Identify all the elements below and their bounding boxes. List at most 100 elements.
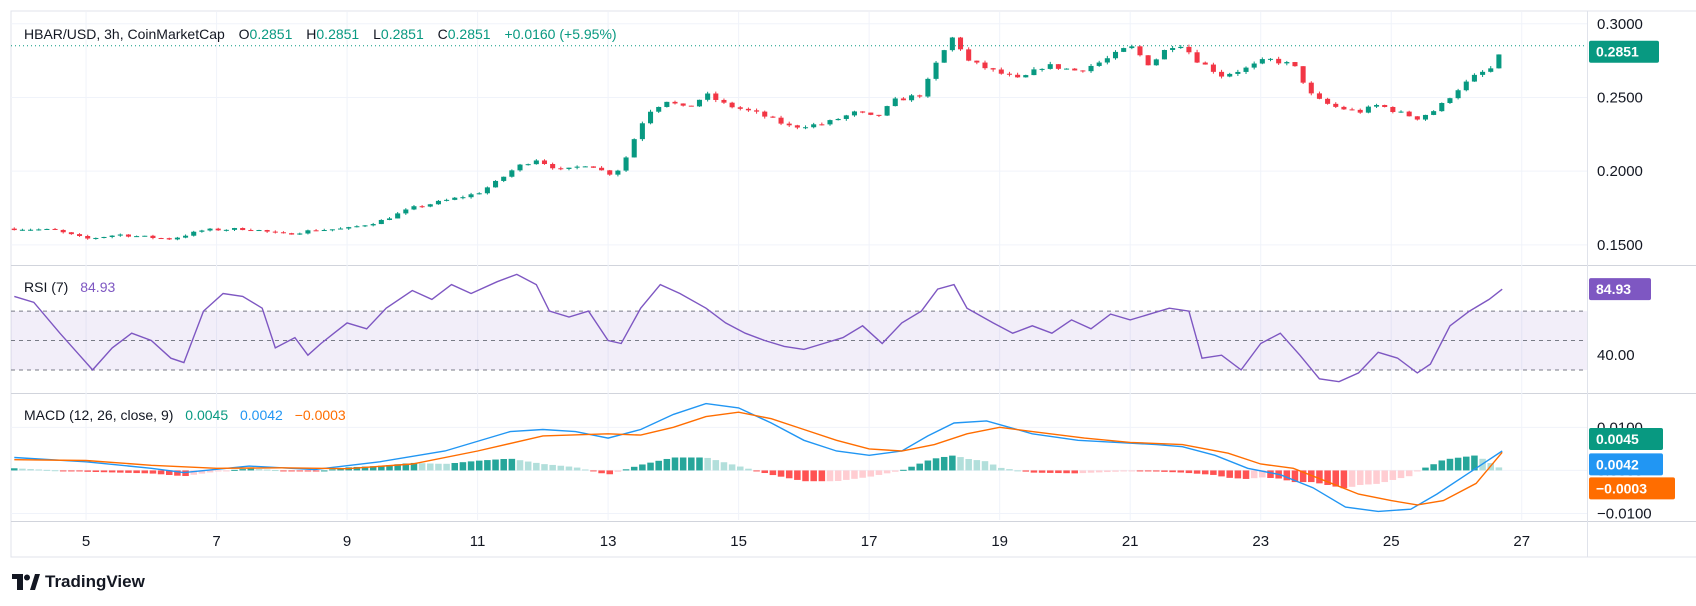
macd-histogram-bar <box>378 465 385 471</box>
time-axis[interactable]: 5 7 9 11 13 15 17 19 21 23 25 27 <box>82 533 1530 550</box>
rsi-title: RSI (7) <box>24 279 68 295</box>
macd-histogram-bar <box>1055 470 1062 474</box>
candle-body <box>1398 111 1404 113</box>
x-tick-label: 27 <box>1513 533 1530 550</box>
candle-body <box>696 99 703 107</box>
macd-histogram-bar <box>157 470 165 475</box>
macd-histogram-bar <box>533 462 540 471</box>
macd-histogram-bar <box>557 465 565 471</box>
macd-histogram-bar <box>794 470 801 480</box>
candle-body <box>990 68 996 70</box>
hist-value: −0.0003 <box>295 407 346 423</box>
macd-histogram-bar <box>802 470 809 482</box>
macd-histogram-bar <box>1454 457 1462 471</box>
macd-histogram-bar <box>606 470 614 475</box>
macd-histogram-bar <box>973 460 981 471</box>
candle-body <box>1072 68 1078 71</box>
candle-body <box>19 229 25 231</box>
macd-histogram-bar <box>108 470 116 473</box>
candle-body <box>1382 105 1388 107</box>
macd-histogram-bar <box>1373 470 1380 484</box>
price-tick-label: 0.2500 <box>1597 89 1643 106</box>
macd-histogram-bar <box>769 470 777 476</box>
rsi-tick-label: 40.00 <box>1597 347 1635 364</box>
tradingview-logo-text: TradingView <box>45 572 145 591</box>
candle-body <box>1259 59 1265 64</box>
candle-body <box>770 116 776 118</box>
candle-body <box>729 102 735 108</box>
macd-histogram-bar <box>1161 470 1168 472</box>
candle-body <box>1267 58 1274 60</box>
macd-histogram-bar <box>1316 470 1323 484</box>
macd-histogram-bar <box>1153 470 1160 472</box>
macd-pane[interactable] <box>11 402 1503 513</box>
candle-body <box>1031 69 1037 76</box>
low-key: L <box>373 26 381 42</box>
macd-histogram-bar <box>100 470 108 473</box>
candle-body <box>1251 63 1257 68</box>
last-price-badge: 0.2851 <box>1589 40 1659 63</box>
macd-histogram-bar <box>198 470 206 474</box>
candle-body <box>321 230 327 232</box>
candle-body <box>207 228 213 231</box>
macd-histogram-bar <box>663 458 671 471</box>
candle-body <box>158 238 164 240</box>
macd-histogram-bar <box>679 457 687 471</box>
candle-body <box>1064 68 1070 70</box>
candle-body <box>1153 59 1159 66</box>
chart-frame <box>10 10 1696 558</box>
macd-histogram-bar <box>1267 470 1274 478</box>
macd-histogram-bar <box>369 466 377 471</box>
macd-histogram-bar <box>1405 470 1413 477</box>
candle-body <box>811 124 817 128</box>
macd-histogram-bar <box>35 469 42 471</box>
candle-body <box>166 238 172 240</box>
price-tick-label: 0.3000 <box>1597 16 1643 33</box>
candle-body <box>648 111 654 124</box>
candle-body <box>378 219 384 225</box>
candle-body <box>672 101 678 104</box>
candle-body <box>313 230 319 232</box>
macd-histogram-bar <box>932 458 940 471</box>
signal-badge-text: 0.0042 <box>1596 456 1639 472</box>
candle-body <box>745 108 751 111</box>
macd-histogram-bar <box>859 470 866 478</box>
x-tick-label: 21 <box>1122 533 1139 550</box>
macd-histogram-bar <box>1079 470 1087 474</box>
candle-body <box>476 193 482 195</box>
tradingview-logo-icon <box>12 574 40 590</box>
candle-body <box>607 170 613 175</box>
candle-body <box>1390 106 1396 112</box>
candle-body <box>248 230 254 232</box>
macd-histogram-bar <box>68 470 75 472</box>
macd-histogram-bar <box>851 470 858 479</box>
candle-body <box>68 232 74 235</box>
macd-histogram-bar <box>174 470 181 476</box>
macd-histogram-bar <box>989 464 997 471</box>
candle-body <box>338 228 344 230</box>
candle-body <box>525 164 531 166</box>
candle-body <box>509 170 515 177</box>
macd-histogram-bar <box>1226 470 1233 478</box>
candle-body <box>329 229 335 231</box>
candle-body <box>395 213 401 219</box>
macd-histogram-bar <box>655 460 662 471</box>
macd-histogram-bar <box>1299 470 1307 483</box>
candle-body <box>346 227 352 229</box>
candle-body <box>297 233 303 235</box>
macd-histogram-bar <box>1340 470 1348 489</box>
macd-histogram-bar <box>582 469 589 471</box>
candle-body <box>256 230 262 232</box>
rsi-pane[interactable] <box>11 273 1587 383</box>
candle-body <box>142 235 148 237</box>
close-value: 0.2851 <box>448 26 491 42</box>
macd-histogram-bar <box>737 466 744 471</box>
x-tick-label: 13 <box>600 533 617 550</box>
macd-histogram-bar <box>11 468 18 471</box>
macd-histogram-bar <box>190 470 197 475</box>
candle-body <box>1480 71 1486 75</box>
macd-histogram-bar <box>214 470 222 472</box>
candle-body <box>1055 64 1061 69</box>
price-pane[interactable] <box>11 36 1587 241</box>
rsi-legend: RSI (7) 84.93 <box>24 279 115 295</box>
